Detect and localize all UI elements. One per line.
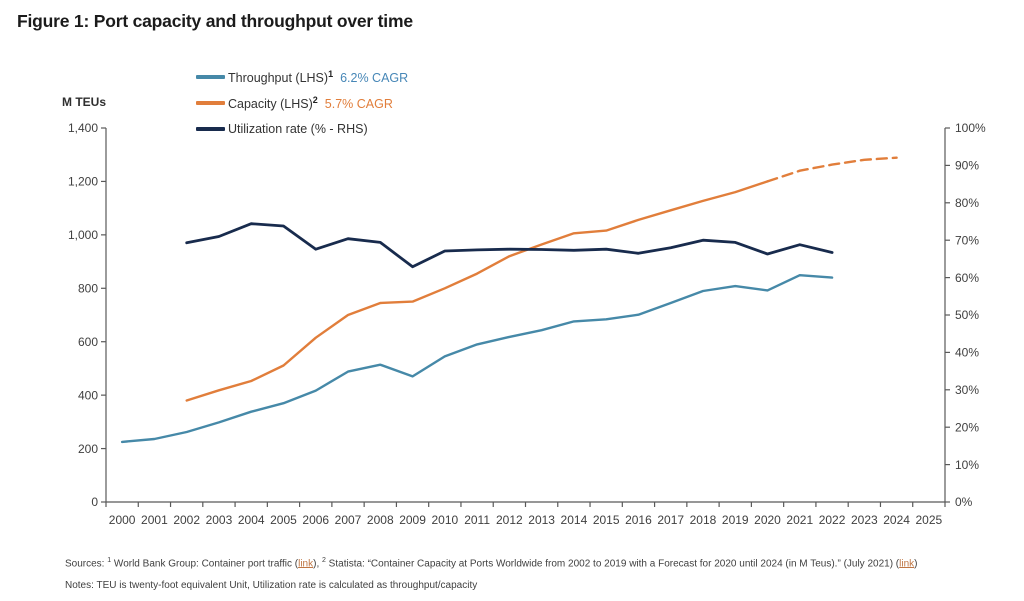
lhs-tick-label: 600 bbox=[78, 335, 98, 349]
capacity-forecast-line bbox=[766, 156, 898, 183]
x-tick-label: 2008 bbox=[367, 513, 394, 527]
x-tick-label: 2000 bbox=[109, 513, 136, 527]
x-tick-label: 2022 bbox=[819, 513, 846, 527]
rhs-tick-label: 70% bbox=[955, 233, 979, 247]
throughput-line bbox=[120, 274, 834, 444]
x-tick-label: 2012 bbox=[496, 513, 523, 527]
rhs-tick-label: 80% bbox=[955, 196, 979, 210]
rhs-tick-label: 100% bbox=[955, 121, 986, 135]
x-tick-label: 2009 bbox=[399, 513, 426, 527]
lhs-tick-label: 200 bbox=[78, 442, 98, 456]
x-tick-label: 2024 bbox=[883, 513, 910, 527]
lhs-tick-label: 1,400 bbox=[68, 121, 98, 135]
x-tick-label: 2006 bbox=[302, 513, 329, 527]
chart-legend: Throughput (LHS)1 6.2% CAGR Capacity (LHS… bbox=[196, 64, 408, 142]
x-tick-label: 2010 bbox=[431, 513, 458, 527]
rhs-tick-label: 10% bbox=[955, 458, 979, 472]
capacity-line bbox=[185, 180, 769, 402]
x-tick-label: 2021 bbox=[786, 513, 813, 527]
notes-line: Notes: TEU is twenty-foot equivalent Uni… bbox=[65, 580, 478, 591]
x-tick-label: 2013 bbox=[528, 513, 555, 527]
footnote-marker: 1 bbox=[328, 68, 334, 79]
sources-note: Sources: 1 World Bank Group: Container p… bbox=[65, 557, 1010, 569]
figure-title: Figure 1: Port capacity and throughput o… bbox=[17, 11, 413, 31]
x-tick-label: 2025 bbox=[916, 513, 943, 527]
cagr-value: 6.2% CAGR bbox=[340, 71, 409, 86]
lhs-tick-label: 0 bbox=[91, 495, 98, 509]
legend-item-throughput: Throughput (LHS)1 6.2% CAGR bbox=[196, 64, 408, 90]
source-link-1[interactable]: link bbox=[298, 558, 314, 570]
x-tick-label: 2016 bbox=[625, 513, 652, 527]
x-tick-label: 2011 bbox=[464, 513, 490, 527]
legend-item-utilization: Utilization rate (% - RHS) bbox=[196, 116, 408, 142]
throughput-line-swatch bbox=[196, 75, 225, 79]
lhs-tick-label: 1,200 bbox=[68, 175, 98, 189]
footnote-marker-1: 1 bbox=[107, 557, 112, 564]
cagr-value: 5.7% CAGR bbox=[324, 97, 393, 112]
footnote-marker: 2 bbox=[312, 94, 318, 105]
x-tick-label: 2001 bbox=[141, 513, 168, 527]
x-tick-label: 2015 bbox=[593, 513, 620, 527]
legend-text: Utilization rate (% - RHS) bbox=[228, 122, 368, 136]
rhs-tick-label: 40% bbox=[955, 346, 979, 360]
x-tick-label: 2004 bbox=[238, 513, 265, 527]
sources-prefix: Sources: bbox=[65, 558, 108, 570]
rhs-tick-label: 0% bbox=[955, 495, 973, 509]
rhs-tick-label: 20% bbox=[955, 420, 979, 434]
legend-label: Utilization rate (% - RHS) bbox=[228, 122, 368, 136]
legend-item-capacity: Capacity (LHS)2 5.7% CAGR bbox=[196, 90, 408, 116]
x-tick-label: 2017 bbox=[657, 513, 684, 527]
rhs-tick-label: 30% bbox=[955, 383, 979, 397]
sources-text: Statista: “Container Capacity at Ports W… bbox=[325, 558, 900, 570]
lhs-tick-label: 800 bbox=[78, 281, 98, 295]
rhs-tick-label: 60% bbox=[955, 271, 979, 285]
rhs-tick-label: 50% bbox=[955, 308, 979, 322]
footnote-marker-2: 2 bbox=[322, 557, 326, 564]
x-tick-label: 2003 bbox=[206, 513, 233, 527]
legend-label: Throughput (LHS)1 6.2% CAGR bbox=[228, 69, 408, 85]
source-link-2[interactable]: link bbox=[899, 558, 915, 570]
x-tick-label: 2019 bbox=[722, 513, 749, 527]
rhs-tick-label: 90% bbox=[955, 159, 979, 173]
legend-text: Capacity (LHS) bbox=[228, 97, 313, 112]
lhs-tick-label: 400 bbox=[78, 388, 98, 402]
legend-text: Throughput (LHS) bbox=[228, 71, 329, 86]
x-tick-label: 2018 bbox=[690, 513, 717, 527]
legend-label: Capacity (LHS)2 5.7% CAGR bbox=[228, 95, 393, 111]
x-tick-label: 2007 bbox=[335, 513, 362, 527]
capacity-line-swatch bbox=[196, 101, 225, 105]
x-tick-label: 2002 bbox=[173, 513, 200, 527]
sources-text: World Bank Group: Container port traffic… bbox=[111, 558, 299, 570]
x-tick-label: 2005 bbox=[270, 513, 297, 527]
sources-text: ), bbox=[313, 558, 322, 570]
x-tick-label: 2020 bbox=[754, 513, 781, 527]
lhs-axis-unit-label: M TEUs bbox=[62, 95, 107, 109]
x-tick-label: 2014 bbox=[561, 513, 588, 527]
x-tick-label: 2023 bbox=[851, 513, 878, 527]
utilization-line bbox=[185, 222, 834, 269]
sources-text: ) bbox=[914, 558, 918, 570]
utilization-line-swatch bbox=[196, 127, 225, 131]
lhs-tick-label: 1,000 bbox=[68, 228, 98, 242]
